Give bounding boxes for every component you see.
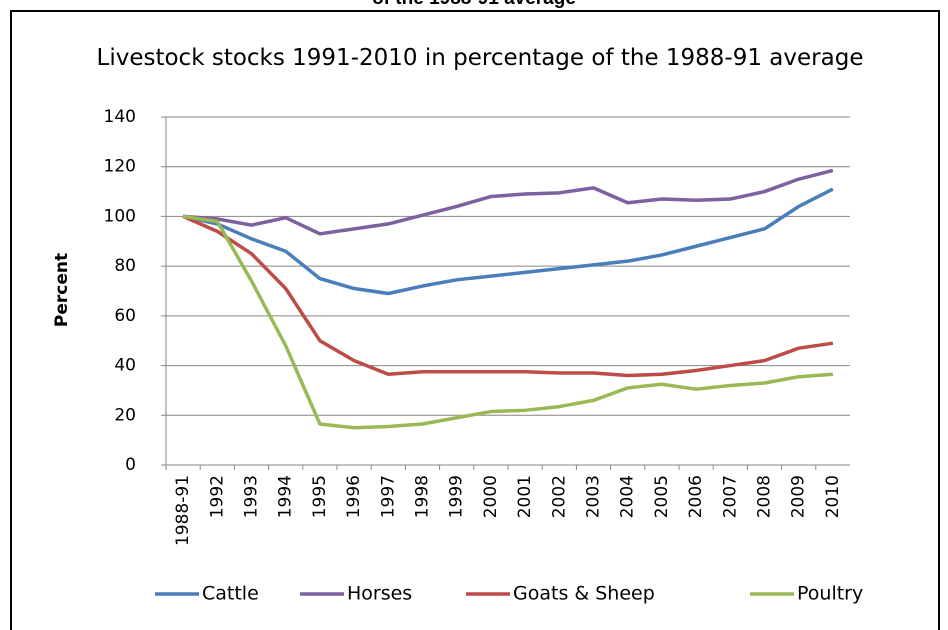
x-tick-label: 2009	[789, 475, 809, 518]
chart: Percent 0 20 40 60 80 100 120 140 1988-91 1992 199…	[52, 107, 863, 605]
y-tick-label: 0	[125, 455, 136, 475]
chart-title: Livestock stocks 1991-2010 in percentage…	[96, 45, 864, 71]
x-tick-label: 1998	[413, 475, 433, 518]
y-tick-label: 140	[104, 107, 136, 127]
x-tick-label: 1999	[447, 475, 467, 518]
x-tick-label: 1997	[378, 475, 398, 518]
x-tick-label: 2008	[755, 475, 775, 518]
series-line	[182, 168, 834, 236]
x-tick-label: 2010	[823, 475, 843, 518]
x-tick-label: 2003	[584, 475, 604, 518]
x-tick-label: 1992	[207, 475, 227, 518]
x-tick-label: 2001	[515, 475, 535, 518]
legend-label: Horses	[347, 583, 412, 605]
y-tick-label: 20	[114, 405, 136, 425]
legend-label: Poultry	[797, 583, 863, 605]
x-tick-label: 1996	[344, 475, 364, 518]
x-tick-label: 1994	[276, 475, 296, 518]
x-tick-label: 2000	[481, 475, 501, 518]
x-tick-label: 2006	[686, 475, 706, 518]
x-tick-label: 1993	[242, 475, 262, 518]
y-tick-label: 120	[104, 157, 136, 177]
x-tick-label: 2004	[618, 475, 638, 518]
y-tick-label: 40	[114, 356, 136, 376]
legend-label: Cattle	[202, 583, 259, 605]
frame	[10, 10, 940, 630]
x-tick-label: 1995	[310, 475, 330, 518]
y-tick-label: 80	[114, 256, 136, 276]
y-axis-label: Percent	[52, 253, 72, 327]
x-tick-label: 2002	[549, 475, 569, 518]
legend-label: Goats & Sheep	[513, 583, 655, 605]
series-line	[182, 214, 834, 430]
y-tick-label: 60	[114, 306, 136, 326]
series-line	[182, 187, 834, 296]
series-line	[182, 214, 834, 378]
x-tick-label: 2005	[652, 475, 672, 518]
x-tick-label: 1988-91	[173, 475, 193, 546]
page-heading: of the 1988-91 average	[0, 0, 948, 10]
y-tick-label: 100	[104, 206, 136, 226]
x-tick-label: 2007	[720, 475, 740, 518]
